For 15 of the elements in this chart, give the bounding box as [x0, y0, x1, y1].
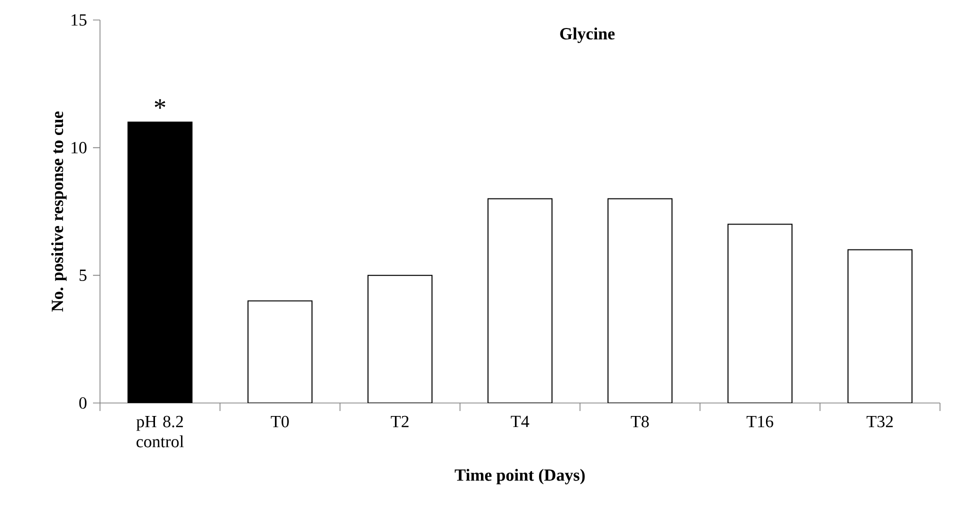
- y-tick-label: 5: [80, 270, 86, 281]
- y-axis-title: No. positive response to cue: [51, 112, 67, 312]
- x-axis-title: Time point (Days): [454, 468, 585, 484]
- x-tick-label: pH 8.2 control: [136, 416, 184, 448]
- x-tick-label: T16: [746, 416, 774, 428]
- y-tick-label: 10: [72, 142, 86, 154]
- chart-title: Glycine: [560, 28, 615, 43]
- x-tick-label: T0: [270, 416, 289, 428]
- annotation: *: [154, 99, 166, 109]
- y-tick-label: 0: [79, 397, 86, 409]
- x-tick-label: T32: [866, 416, 893, 428]
- x-tick-label: T8: [630, 416, 649, 428]
- y-tick-label: 15: [72, 14, 86, 26]
- x-tick-label: T4: [510, 416, 530, 428]
- x-tick-label: T2: [390, 416, 409, 428]
